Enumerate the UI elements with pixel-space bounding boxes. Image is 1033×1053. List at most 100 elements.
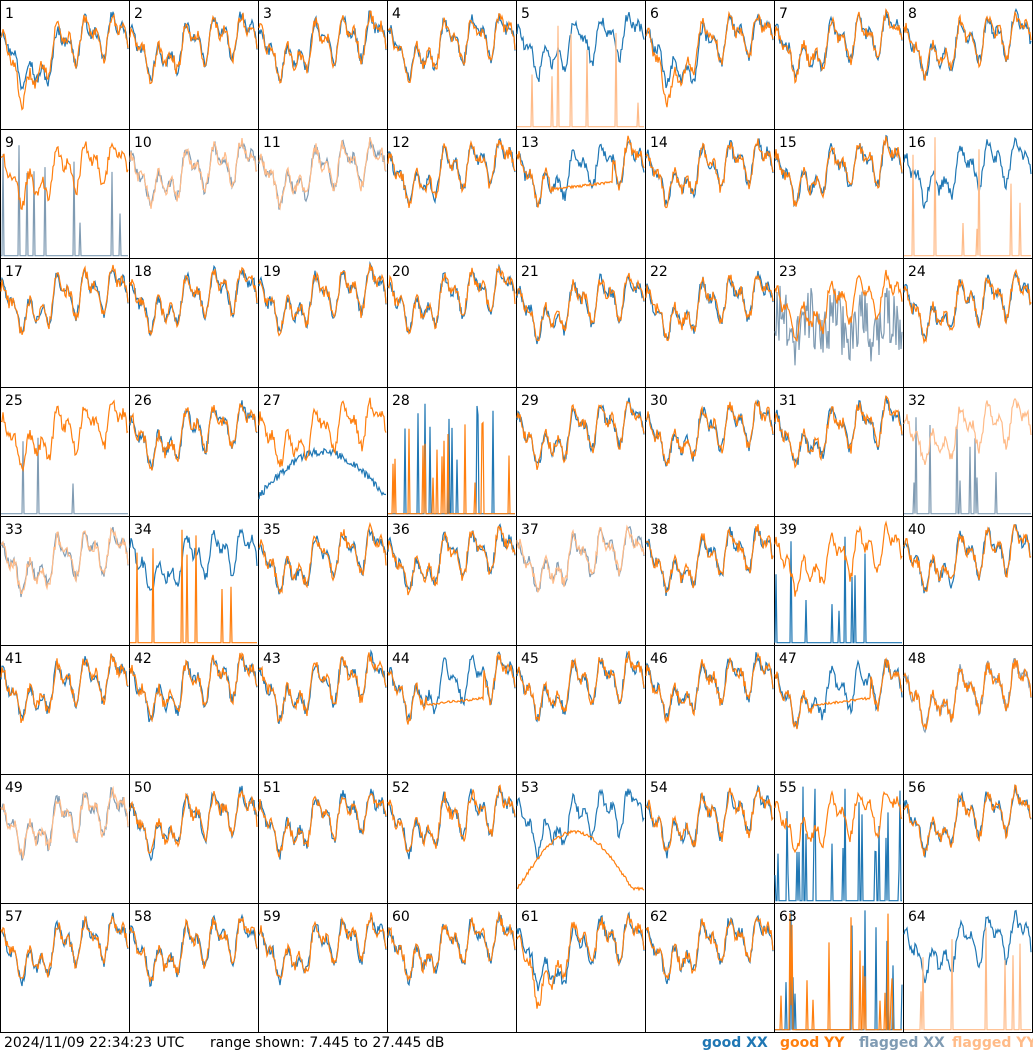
legend-word: good [702, 1035, 742, 1051]
panel-label: 18 [134, 264, 152, 280]
panel-label: 10 [134, 135, 152, 151]
panel-55: 55 [774, 774, 904, 904]
series-xx [0, 912, 129, 987]
series-yy [903, 524, 1032, 592]
series-xx [516, 11, 645, 82]
panel-3: 3 [258, 0, 388, 130]
panel-40: 40 [903, 516, 1033, 646]
panel-label: 4 [392, 6, 401, 22]
series-yy [903, 268, 1032, 345]
series-yy [258, 652, 387, 723]
panel-frame [645, 387, 775, 517]
series-yy [645, 787, 774, 852]
series-yy [387, 910, 516, 983]
series-yy [387, 652, 516, 725]
timestamp: 2024/11/09 22:34:23 UTC [4, 1035, 185, 1051]
series-yy [0, 264, 129, 335]
panel-frame [129, 258, 259, 388]
panel-frame [516, 903, 646, 1033]
panel-34: 34 [129, 516, 259, 646]
panel-frame [387, 516, 517, 646]
panel-19: 19 [258, 258, 388, 388]
series-yy [258, 521, 387, 595]
panel-61: 61 [516, 903, 646, 1033]
panel-frame [0, 774, 130, 904]
series-xx [903, 137, 1032, 209]
panel-label: 41 [5, 651, 23, 667]
legend-word: flagged [859, 1035, 919, 1051]
series-yy [645, 916, 774, 980]
panel-frame [258, 516, 388, 646]
panel-frame [645, 129, 775, 259]
series-xx [258, 446, 387, 500]
series-yy [130, 529, 257, 644]
panel-label: 30 [650, 393, 668, 409]
panel-label: 13 [521, 135, 539, 151]
panel-label: 57 [5, 909, 23, 925]
panel-5: 5 [516, 0, 646, 130]
panel-label: 2 [134, 6, 143, 22]
panel-label: 3 [263, 6, 272, 22]
panel-label: 64 [908, 909, 926, 925]
series-yy [258, 263, 387, 337]
panel-20: 20 [387, 258, 517, 388]
panel-label: 26 [134, 393, 152, 409]
series-yy [0, 12, 129, 111]
series-xx [387, 523, 516, 591]
series-yy [516, 400, 645, 470]
panel-label: 16 [908, 135, 926, 151]
series-yy [774, 269, 903, 342]
panel-label: 31 [779, 393, 797, 409]
panel-26: 26 [129, 387, 259, 517]
series-yy [516, 829, 645, 892]
series-yy [774, 789, 903, 854]
panel-frame [258, 903, 388, 1033]
series-yy [904, 137, 1031, 257]
panel-frame [129, 645, 259, 775]
series-yy [645, 138, 774, 209]
panel-frame [258, 129, 388, 259]
legend-pol: XX [923, 1035, 945, 1051]
series-yy [516, 650, 645, 722]
panel-label: 44 [392, 651, 410, 667]
series-yy [517, 25, 644, 128]
panel-56: 56 [903, 774, 1033, 904]
panel-17: 17 [0, 258, 130, 388]
panel-24: 24 [903, 258, 1033, 388]
panel-label: 53 [521, 780, 539, 796]
panel-frame [645, 258, 775, 388]
panel-label: 8 [908, 6, 917, 22]
series-yy [774, 520, 903, 597]
panel-18: 18 [129, 258, 259, 388]
panel-46: 46 [645, 645, 775, 775]
legend-pol: YY [1016, 1035, 1033, 1051]
panel-label: 5 [521, 6, 530, 22]
panel-label: 54 [650, 780, 668, 796]
series-yy [774, 136, 903, 207]
panel-label: 22 [650, 264, 668, 280]
panel-44: 44 [387, 645, 517, 775]
panel-label: 23 [779, 264, 797, 280]
panel-frame [903, 258, 1033, 388]
series-yy [645, 524, 774, 594]
panel-frame [258, 645, 388, 775]
panel-43: 43 [258, 645, 388, 775]
panel-label: 39 [779, 522, 797, 538]
series-yy [903, 784, 1032, 857]
series-yy [516, 272, 645, 342]
panel-53: 53 [516, 774, 646, 904]
panel-10: 10 [129, 129, 259, 259]
panel-label: 40 [908, 522, 926, 538]
series-xx [774, 536, 902, 644]
panel-frame [903, 774, 1033, 904]
panel-label: 6 [650, 6, 659, 22]
panel-57: 57 [0, 903, 130, 1033]
panel-frame [387, 645, 517, 775]
legend-word: good [780, 1035, 820, 1051]
panel-label: 42 [134, 651, 152, 667]
series-yy [516, 913, 645, 1009]
panel-label: 15 [779, 135, 797, 151]
panel-frame [774, 645, 904, 775]
panel-50: 50 [129, 774, 259, 904]
legend-pol: XX [746, 1035, 768, 1051]
